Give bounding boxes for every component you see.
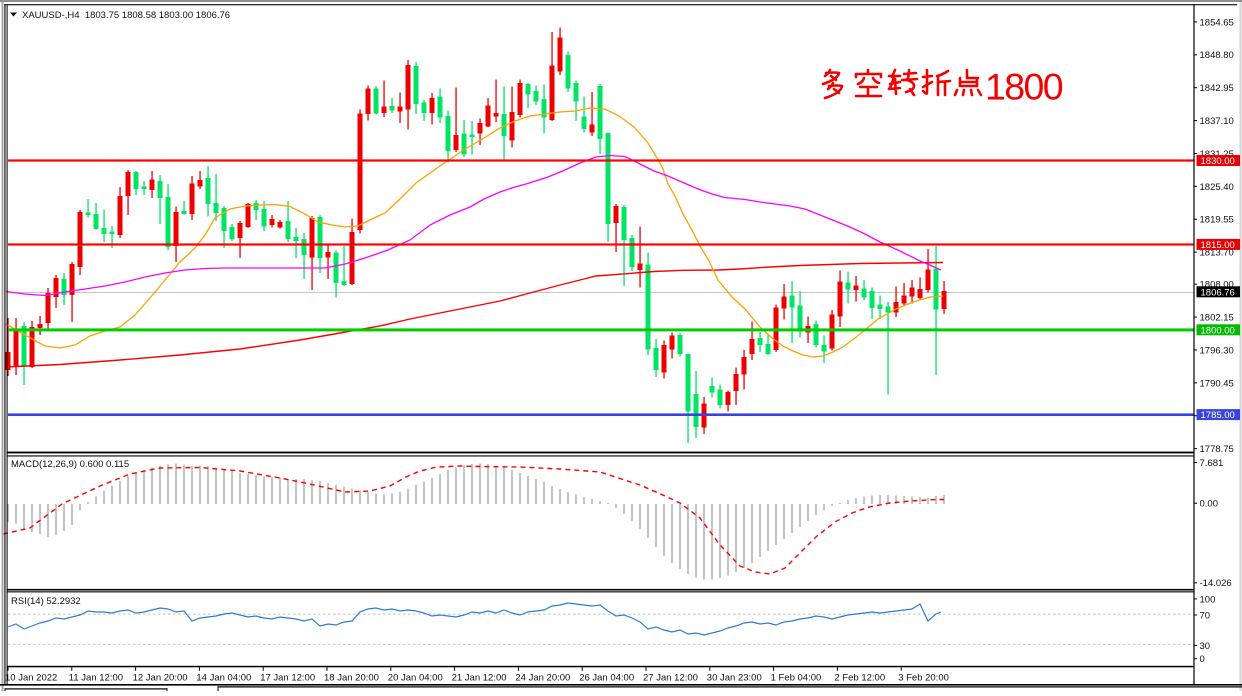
svg-text:18 Jan 20:00: 18 Jan 20:00 [324,673,379,684]
svg-text:1842.95: 1842.95 [1200,83,1234,94]
svg-text:26 Jan 04:00: 26 Jan 04:00 [579,673,634,684]
svg-text:1848.80: 1848.80 [1200,50,1234,61]
svg-text:1815.00: 1815.00 [1201,240,1235,251]
svg-text:XAUUSD-,H4 1803.75 1808.58 18: XAUUSD-,H4 1803.75 1808.58 1803.00 1806.… [22,10,230,21]
svg-text:20 Jan 04:00: 20 Jan 04:00 [388,673,443,684]
svg-text:21 Jan 12:00: 21 Jan 12:00 [452,673,507,684]
svg-text:0: 0 [1200,654,1205,665]
svg-text:1854.65: 1854.65 [1200,17,1234,28]
svg-text:1800: 1800 [985,66,1063,108]
svg-text:1802.15: 1802.15 [1200,312,1234,323]
svg-text:17 Jan 12:00: 17 Jan 12:00 [260,673,315,684]
svg-text:11 Jan 12:00: 11 Jan 12:00 [69,673,123,684]
svg-text:1796.30: 1796.30 [1200,345,1234,356]
svg-text:1819.55: 1819.55 [1200,215,1234,226]
svg-text:1825.40: 1825.40 [1200,182,1234,193]
svg-text:-14.026: -14.026 [1200,578,1232,589]
svg-text:0.00: 0.00 [1200,499,1219,510]
svg-text:1800.00: 1800.00 [1201,325,1235,336]
svg-text:27 Jan 12:00: 27 Jan 12:00 [643,673,698,684]
svg-text:MACD(12,26,9) 0.600 0.115: MACD(12,26,9) 0.600 0.115 [11,459,129,470]
svg-text:2 Feb 12:00: 2 Feb 12:00 [834,673,885,684]
svg-text:12 Jan 20:00: 12 Jan 20:00 [133,673,188,684]
svg-text:14 Jan 04:00: 14 Jan 04:00 [196,673,251,684]
svg-text:1778.75: 1778.75 [1200,444,1234,455]
svg-text:30: 30 [1200,641,1211,652]
svg-text:1 Feb 04:00: 1 Feb 04:00 [771,673,822,684]
svg-text:RSI(14) 52.2932: RSI(14) 52.2932 [11,596,81,607]
svg-text:100: 100 [1200,594,1216,605]
svg-text:1830.00: 1830.00 [1201,156,1235,167]
svg-text:1790.45: 1790.45 [1200,378,1234,389]
svg-text:30 Jan 23:00: 30 Jan 23:00 [707,673,762,684]
svg-text:3 Feb 20:00: 3 Feb 20:00 [898,673,949,684]
svg-text:7.681: 7.681 [1200,458,1224,469]
svg-text:1785.00: 1785.00 [1201,410,1235,421]
svg-text:1806.76: 1806.76 [1201,287,1235,298]
svg-text:1837.10: 1837.10 [1200,116,1234,127]
svg-text:24 Jan 20:00: 24 Jan 20:00 [515,673,570,684]
svg-text:70: 70 [1200,610,1211,621]
svg-text:10 Jan 2022: 10 Jan 2022 [5,673,57,684]
